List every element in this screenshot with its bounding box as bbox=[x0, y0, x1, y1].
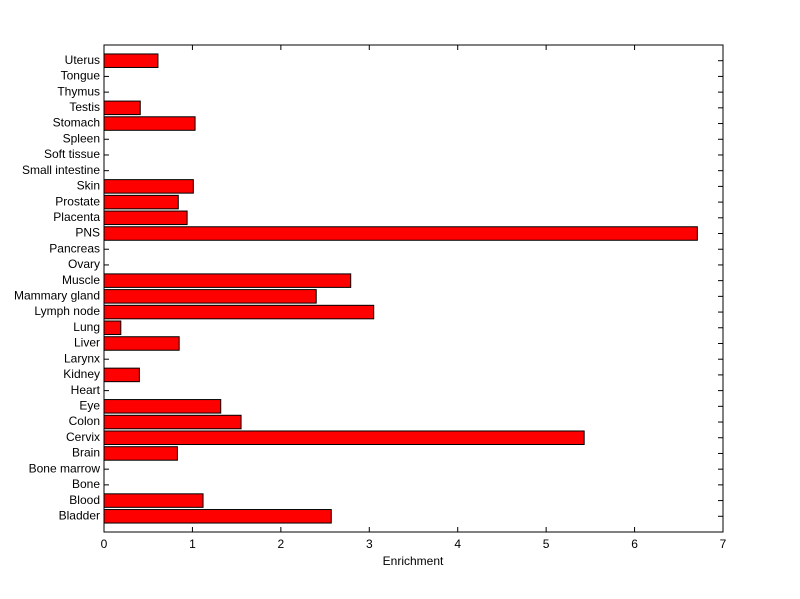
y-tick-label: Lung bbox=[73, 320, 100, 334]
y-tick-label: Placenta bbox=[53, 210, 100, 224]
bar bbox=[103, 446, 178, 461]
bar bbox=[103, 226, 698, 241]
y-tick-label: Muscle bbox=[62, 273, 100, 287]
y-tick-label: Skin bbox=[77, 179, 100, 193]
x-tick-label: 1 bbox=[189, 537, 196, 551]
y-tick-label: Kidney bbox=[63, 367, 100, 381]
x-tick-label: 7 bbox=[720, 537, 727, 551]
y-tick-label: Thymus bbox=[57, 84, 100, 98]
bar bbox=[103, 304, 375, 320]
bar bbox=[103, 289, 317, 304]
y-tick-label: Prostate bbox=[55, 194, 100, 208]
y-tick-label: Mammary gland bbox=[14, 289, 100, 303]
y-tick-label: Stomach bbox=[53, 116, 100, 130]
x-tick-label: 3 bbox=[366, 537, 373, 551]
y-tick-label: Eye bbox=[79, 398, 100, 412]
y-tick-label: Soft tissue bbox=[44, 147, 100, 161]
bar bbox=[103, 367, 140, 383]
y-tick-label: Spleen bbox=[63, 131, 100, 145]
y-tick-label: Lymph node bbox=[34, 304, 100, 318]
y-tick-label: Larynx bbox=[64, 351, 100, 365]
y-tick-label: Testis bbox=[69, 100, 100, 114]
bar bbox=[103, 100, 141, 116]
y-tick-label: Bone bbox=[72, 477, 100, 491]
bar bbox=[103, 430, 585, 445]
bar bbox=[103, 336, 180, 351]
bar bbox=[103, 179, 194, 194]
y-tick-label: Blood bbox=[69, 493, 100, 507]
y-tick-label: Small intestine bbox=[22, 163, 100, 177]
y-tick-label: Heart bbox=[71, 383, 101, 397]
bar bbox=[103, 493, 204, 508]
y-tick-label: Cervix bbox=[66, 430, 100, 444]
y-tick-label: Uterus bbox=[65, 53, 100, 67]
y-tick-label: Liver bbox=[74, 336, 100, 350]
y-tick-label: Ovary bbox=[68, 257, 100, 271]
bar bbox=[103, 210, 188, 226]
x-tick-label: 4 bbox=[454, 537, 461, 551]
bar bbox=[103, 509, 332, 524]
y-tick-label: Pancreas bbox=[49, 241, 100, 255]
y-tick-label: PNS bbox=[75, 226, 100, 240]
bar bbox=[103, 273, 352, 288]
y-tick-label: Bone marrow bbox=[29, 461, 101, 475]
x-tick-label: 5 bbox=[543, 537, 550, 551]
x-tick-label: 6 bbox=[631, 537, 638, 551]
y-tick-label: Bladder bbox=[59, 508, 100, 522]
y-tick-label: Colon bbox=[69, 414, 100, 428]
y-tick-label: Tongue bbox=[61, 69, 101, 83]
x-axis-label: Enrichment bbox=[383, 554, 444, 568]
bar bbox=[103, 320, 122, 336]
bar bbox=[103, 194, 179, 210]
plot-area bbox=[103, 44, 724, 533]
bar bbox=[103, 399, 222, 414]
y-tick-label: Brain bbox=[72, 446, 100, 460]
x-tick-label: 2 bbox=[278, 537, 285, 551]
bar bbox=[103, 116, 196, 131]
bar bbox=[103, 53, 159, 68]
x-tick-label: 0 bbox=[101, 537, 108, 551]
bar bbox=[103, 414, 242, 430]
